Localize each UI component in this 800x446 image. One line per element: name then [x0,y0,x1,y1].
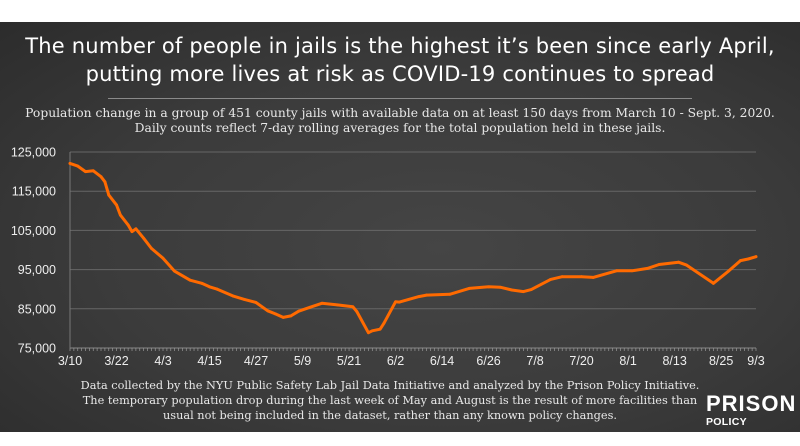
data-point [200,281,204,285]
x-tick-label: 7/8 [526,354,543,368]
data-point [425,293,428,297]
data-point [188,278,192,282]
subtitle-line-1: Population change in a group of 451 coun… [25,106,775,120]
y-tick-label: 125,000 [11,146,56,160]
data-point [370,329,374,333]
data-point [99,175,103,179]
data-point [522,290,525,293]
x-tick-label: 4/15 [197,354,221,368]
data-point [103,180,107,184]
prison-policy-initiative-logo: PRISON POLICY INITIATIVE [706,393,800,443]
data-point [281,316,285,319]
data-point [560,275,564,279]
data-point [289,314,293,318]
data-point [266,309,270,313]
x-tick-label: 6/2 [387,354,404,368]
data-point [529,288,533,291]
data-point [591,276,595,279]
data-point [115,203,118,207]
data-point [297,309,301,313]
footer-line-3: usual not being included in the dataset,… [163,409,617,422]
data-point [746,257,750,261]
logo-line-2: POLICY INITIATIVE [706,416,762,442]
data-point [448,292,452,296]
data-point [739,259,742,262]
data-point [134,227,138,231]
data-point [76,164,80,168]
data-point [320,301,324,305]
data-point [107,193,111,197]
data-point [149,247,153,250]
y-tick-label: 75,000 [18,342,56,356]
data-point [274,312,277,316]
y-tick-label: 105,000 [11,224,56,238]
x-tick-label: 5/9 [294,354,311,368]
data-point [754,255,758,259]
title-divider [108,98,692,99]
data-point [394,300,397,304]
data-point [487,285,490,289]
x-tick-label: 3/10 [58,354,82,368]
x-tick-label: 7/20 [569,354,593,368]
data-point [308,305,312,309]
data-point [711,281,715,285]
data-point [615,269,618,273]
footer-line-2: The temporary population drop during the… [82,394,698,407]
data-point [336,303,339,307]
subtitle-line-2: Daily counts reflect 7-day rolling avera… [134,121,666,135]
data-point [510,288,514,292]
chart-title-line-1: The number of people in jails is the hig… [25,34,775,58]
data-point [91,169,95,173]
x-tick-label: 3/22 [104,354,128,368]
data-point [68,161,72,165]
data-point [378,327,382,331]
data-point [382,321,386,325]
data-point [254,301,258,304]
data-point [215,287,219,291]
data-point [126,223,130,227]
data-point [684,263,688,267]
data-point [677,260,680,264]
data-point [142,236,146,240]
x-tick-label: 9/3 [747,354,764,368]
x-tick-label: 4/27 [244,354,268,368]
data-point [646,267,649,270]
data-point [417,295,421,299]
x-tick-label: 8/1 [619,354,636,368]
data-point [351,305,355,309]
population-line [68,161,758,335]
data-point [231,294,235,298]
data-point [173,269,177,273]
data-point [355,310,359,313]
data-point [84,170,87,174]
data-point [398,300,401,304]
x-tick-label: 6/14 [430,354,454,368]
data-point [498,285,502,289]
x-tick-label: 8/25 [709,354,733,368]
x-tick-label: 4/3 [154,354,171,368]
data-point [630,269,634,273]
data-point [130,230,134,233]
x-tick-label: 6/26 [476,354,500,368]
chart-title-line-2: putting more lives at risk as COVID-19 c… [85,62,715,86]
y-tick-label: 115,000 [12,185,56,199]
data-point [727,269,731,273]
data-point [657,263,661,266]
x-tick-label: 8/13 [662,354,686,368]
y-tick-label: 95,000 [18,263,56,277]
data-point [467,287,471,290]
y-tick-label: 85,000 [18,302,56,316]
data-point [208,285,211,289]
data-point [161,256,165,260]
x-tick-label: 5/21 [337,354,361,368]
data-point [367,331,370,335]
data-point [118,213,122,217]
data-point [243,297,246,301]
logo-line-1: PRISON [706,391,797,416]
footer-line-1: Data collected by the NYU Public Safety … [80,379,700,392]
data-point [549,278,552,281]
chart-panel [0,22,800,432]
data-point [580,275,583,279]
